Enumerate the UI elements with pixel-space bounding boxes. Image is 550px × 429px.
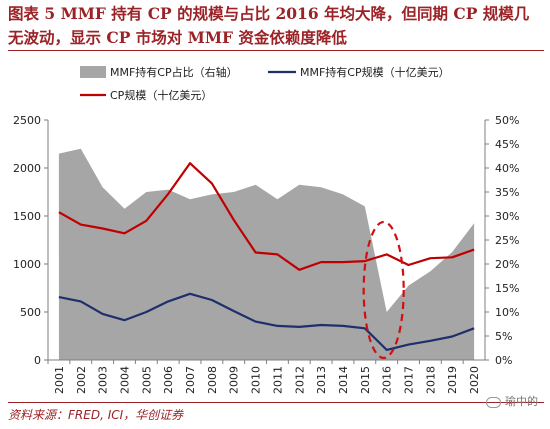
x-tick-label: 2002 (75, 366, 88, 394)
highlight-ellipse-2016 (362, 220, 405, 360)
left-tick-label: 1000 (13, 258, 41, 271)
x-tick-label: 2012 (293, 366, 306, 394)
x-tick-label: 2007 (184, 366, 197, 394)
right-tick-label: 35% (495, 186, 519, 199)
x-tick-label: 2008 (206, 366, 219, 394)
right-tick-label: 5% (495, 330, 512, 343)
right-tick-label: 25% (495, 234, 519, 247)
x-tick-label: 2011 (271, 366, 284, 394)
right-tick-label: 45% (495, 138, 519, 151)
source-note: 资料来源：FRED, ICI，华创证券 (8, 408, 184, 422)
x-tick-label: 2015 (359, 366, 372, 394)
x-tick-label: 2006 (162, 366, 175, 394)
left-tick-label: 500 (20, 306, 41, 319)
figure-title: 图表 5 MMF 持有 CP 的规模与占比 2016 年均大降，但同期 CP 规… (8, 4, 530, 47)
left-tick-label: 0 (34, 354, 41, 367)
x-tick-label: 2013 (315, 366, 328, 394)
right-axis: 0% 5% 10% 15% 20% 25% 30% 35% 40% 45% 50% (484, 114, 519, 367)
x-tick-label: 2009 (228, 366, 241, 394)
x-tick-label: 2001 (53, 366, 66, 394)
right-tick-label: 50% (495, 114, 519, 127)
title-divider (8, 50, 544, 51)
left-axis: 0 500 1000 1500 2000 2500 (13, 114, 49, 367)
right-tick-label: 40% (495, 162, 519, 175)
x-tick-label: 2004 (118, 366, 131, 394)
chart-legend: MMF持有CP占比（右轴） MMF持有CP规模（十亿美元） CP规模（十亿美元） (80, 65, 450, 102)
x-tick-label: 2016 (381, 366, 394, 394)
x-tick-label: 2019 (446, 366, 459, 394)
right-tick-label: 30% (495, 210, 519, 223)
left-tick-label: 1500 (13, 210, 41, 223)
x-tick-label: 2014 (337, 366, 350, 394)
x-tick-label: 2020 (468, 366, 481, 394)
right-tick-label: 10% (495, 306, 519, 319)
x-tick-label: 2017 (403, 366, 416, 394)
x-tick-label: 2005 (140, 366, 153, 394)
watermark: 瑜中的 (486, 393, 538, 409)
left-tick-label: 2000 (13, 162, 41, 175)
chart: MMF持有CP占比（右轴） MMF持有CP规模（十亿美元） CP规模（十亿美元） 0… (13, 65, 519, 394)
right-tick-label: 15% (495, 282, 519, 295)
legend-swatch-area (80, 66, 106, 78)
legend-label-area: MMF持有CP占比（右轴） (110, 65, 238, 79)
annotation (362, 220, 405, 360)
wechat-icon (486, 396, 501, 408)
left-tick-label: 2500 (13, 114, 41, 127)
legend-label-cp-line: CP规模（十亿美元） (110, 88, 212, 102)
series-line-mmf-cp-size (58, 292, 475, 351)
legend-label-mmf-line: MMF持有CP规模（十亿美元） (300, 65, 450, 79)
x-tick-label: 2003 (97, 366, 110, 394)
source-divider (8, 402, 544, 403)
x-tick-label: 2010 (250, 366, 263, 394)
series-line-cp-size (58, 162, 475, 271)
plot-area (58, 148, 475, 360)
right-tick-label: 0% (495, 354, 512, 367)
right-tick-label: 20% (495, 258, 519, 271)
x-tick-label: 2018 (424, 366, 437, 394)
watermark-text: 瑜中的 (505, 395, 538, 408)
x-axis: 2001 2002 2003 2004 2005 2006 2007 2008 2009 2010… (47, 359, 485, 394)
